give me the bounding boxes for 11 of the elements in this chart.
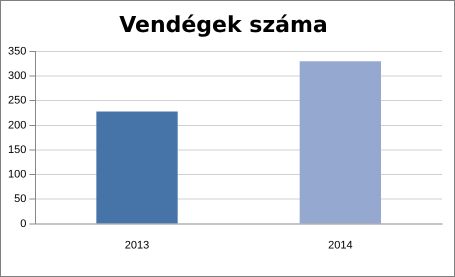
y-tick-label: 300: [8, 70, 26, 82]
x-tick-label: 2014: [328, 239, 353, 252]
x-tick-label: 2013: [124, 239, 150, 252]
y-tick-label: 150: [8, 144, 26, 156]
y-tick-label: 350: [8, 45, 26, 58]
y-tick-label: 100: [8, 168, 26, 181]
y-tick-label: 50: [14, 193, 26, 206]
y-tick-label: 250: [8, 94, 26, 107]
y-tick-label: 0: [20, 218, 26, 230]
y-tick-label: 200: [8, 119, 26, 132]
chart-title: Vendégek száma: [119, 12, 328, 38]
